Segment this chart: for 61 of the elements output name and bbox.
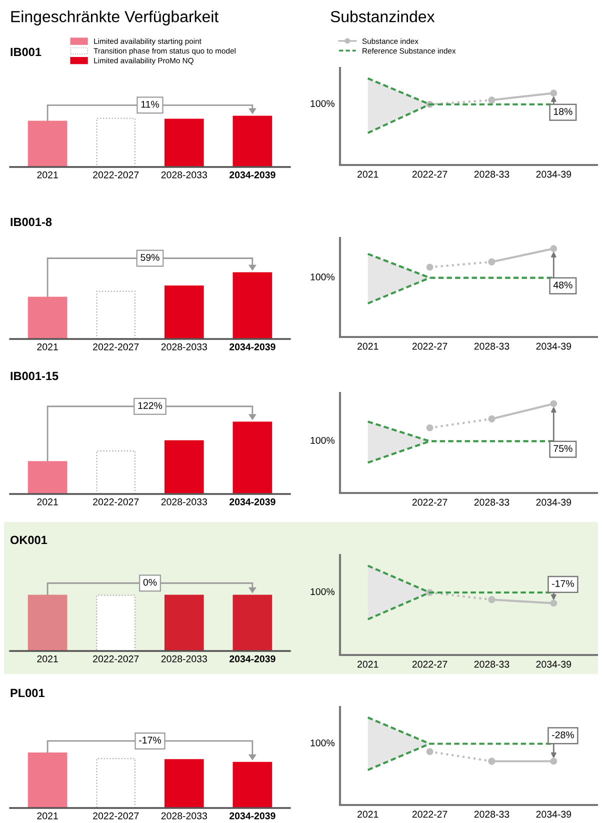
text: 100% xyxy=(310,274,335,280)
x-tick-label: 2021 xyxy=(37,171,58,178)
x-tick-label: 2021 xyxy=(37,812,58,820)
x-tick-label: 2022-27 xyxy=(412,498,448,506)
chart-title: Eingeschränkte Verfügbarkeit xyxy=(11,10,219,26)
x-tick-label: 2022-27 xyxy=(412,660,448,668)
x-tick-label: 2034-39 xyxy=(536,660,572,668)
x-tick-label: 2022-2027 xyxy=(93,498,139,506)
x-tick-label: 2028-33 xyxy=(474,170,510,178)
x-tick-label: 2021 xyxy=(358,810,378,818)
x-tick-label: 2034-2039 xyxy=(230,171,276,178)
x-tick-label: 2028-2033 xyxy=(161,655,207,662)
x-tick-label: 2021 xyxy=(37,655,58,662)
annotation: 18% xyxy=(554,108,572,115)
annotation: -28% xyxy=(552,731,574,738)
chart-title: PL001 xyxy=(10,688,44,698)
x-tick-label: 2021 xyxy=(37,498,58,506)
x-tick-label: 2034-2039 xyxy=(230,655,276,662)
annotation: 48% xyxy=(553,282,572,288)
x-tick-label: 2022-2027 xyxy=(93,655,139,662)
x-tick-label: 2022-2027 xyxy=(93,171,139,178)
annotation: 75% xyxy=(554,445,572,452)
x-tick-label: 2028-2033 xyxy=(161,343,207,350)
x-tick-label: 2022-2027 xyxy=(93,812,139,820)
x-tick-label: 2028-2033 xyxy=(161,812,207,820)
x-tick-label: 2028-33 xyxy=(474,660,510,668)
text: 59% xyxy=(140,254,160,261)
x-tick-label: 2034-2039 xyxy=(230,812,276,820)
x-tick-label: 2022-27 xyxy=(412,342,448,350)
text: 100% xyxy=(310,739,335,746)
chart-title: IB001-15 xyxy=(10,372,58,380)
x-tick-label: 2021 xyxy=(37,343,58,350)
x-tick-label: 2034-39 xyxy=(536,170,572,178)
text: -17% xyxy=(139,736,162,744)
text: 11% xyxy=(141,100,160,108)
x-tick-label: 2022-27 xyxy=(412,170,448,178)
x-tick-label: 2034-39 xyxy=(536,810,572,818)
x-tick-label: 2028-2033 xyxy=(161,171,207,178)
x-tick-label: 2034-2039 xyxy=(230,498,276,506)
x-tick-label: 2021 xyxy=(358,342,378,350)
x-tick-label: 2021 xyxy=(358,170,378,178)
text: 100% xyxy=(310,100,335,107)
x-tick-label: 2028-33 xyxy=(474,810,510,818)
chart-title: IB001-8 xyxy=(10,218,52,226)
annotation: -17% xyxy=(552,580,574,587)
x-tick-label: 2034-2039 xyxy=(230,343,276,350)
x-tick-label: 2034-39 xyxy=(536,342,572,350)
text: 100% xyxy=(310,436,335,444)
chart-subtitle: IB001 xyxy=(10,48,42,56)
chart-title: Substanzindex xyxy=(330,10,435,22)
x-tick-label: 2022-2027 xyxy=(93,343,139,350)
text: 0% xyxy=(143,578,157,586)
chart-title: OK001 xyxy=(10,536,48,544)
text: 100% xyxy=(310,588,335,596)
x-tick-label: 2022-27 xyxy=(412,810,448,818)
x-tick-label: 2034-39 xyxy=(536,498,572,506)
x-tick-label: 2028-33 xyxy=(474,342,510,350)
x-tick-label: 2021 xyxy=(358,660,378,668)
text: 122% xyxy=(138,402,162,409)
x-tick-label: 2028-33 xyxy=(474,498,510,506)
x-tick-label: 2028-2033 xyxy=(161,498,207,506)
